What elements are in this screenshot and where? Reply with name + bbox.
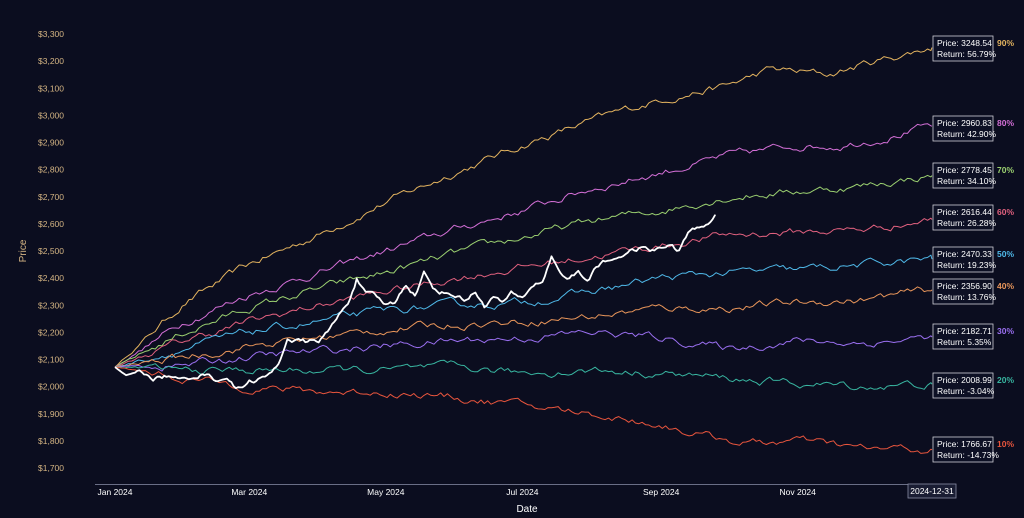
y-tick-label: $2,500 (38, 246, 64, 256)
x-tick-label: Jul 2024 (506, 487, 538, 497)
y-tick-label: $2,900 (38, 138, 64, 148)
x-axis-title: Date (516, 504, 538, 515)
percentile-label: 60% (997, 207, 1014, 217)
percentile-line-70 (114, 174, 933, 368)
annotation-price: Price: 2356.90 (937, 281, 992, 291)
annotation-price: Price: 2616.44 (937, 207, 992, 217)
y-axis-title: Price (18, 239, 29, 262)
annotation-box (932, 372, 994, 399)
y-tick-label: $1,700 (38, 463, 64, 473)
y-tick-label: $3,000 (38, 110, 64, 120)
y-tick-label: $1,800 (38, 436, 64, 446)
annotation-return: Return: 26.28% (937, 218, 997, 228)
annotation-box (932, 246, 994, 273)
x-tick-label: Mar 2024 (231, 487, 267, 497)
y-tick-label: $2,200 (38, 327, 64, 337)
percentile-line-20 (115, 359, 933, 391)
annotation-return: Return: 19.23% (937, 260, 997, 270)
y-tick-label: $2,400 (38, 273, 64, 283)
y-tick-label: $2,000 (38, 382, 64, 392)
annotation-price: Price: 3248.54 (937, 38, 992, 48)
annotation-price: Price: 2470.33 (937, 249, 992, 259)
annotation-box (932, 162, 994, 189)
x-tick-label: Nov 2024 (780, 487, 817, 497)
annotation-price: Price: 1766.67 (937, 439, 992, 449)
annotation-return: Return: 34.10% (937, 176, 997, 186)
percentile-label: 80% (997, 118, 1014, 128)
percentile-line-10 (114, 366, 933, 454)
x-tick-label: Jan 2024 (98, 487, 133, 497)
annotation-price: Price: 2778.45 (937, 165, 992, 175)
annotation-box (932, 323, 994, 350)
percentile-label: 30% (997, 326, 1014, 336)
percentile-label: 10% (997, 439, 1014, 449)
percentile-line-90 (114, 47, 933, 368)
percentile-line-50 (114, 254, 933, 368)
annotation-price: Price: 2960.83 (937, 118, 992, 128)
y-tick-label: $2,300 (38, 300, 64, 310)
annotation-return: Return: 5.35% (937, 337, 992, 347)
annotation-return: Return: 13.76% (937, 292, 997, 302)
y-tick-label: $2,700 (38, 192, 64, 202)
percentile-label: 50% (997, 249, 1014, 259)
percentile-label: 90% (997, 38, 1014, 48)
annotation-box (932, 278, 994, 305)
annotation-box (932, 35, 994, 62)
annotation-return: Return: 42.90% (937, 129, 997, 139)
y-tick-label: $2,100 (38, 355, 64, 365)
x-axis: Jan 2024 Mar 2024 May 2024 Jul 2024 Sep 2024… (95, 483, 957, 499)
end-date-box (907, 483, 957, 499)
annotation-box (932, 204, 994, 231)
percentile-series (114, 47, 933, 454)
annotation-price: Price: 2182.71 (937, 326, 992, 336)
percentile-line-30 (115, 329, 933, 372)
x-tick-label: May 2024 (367, 487, 405, 497)
annotation-return: Return: 56.79% (937, 49, 997, 59)
y-tick-label: $3,200 (38, 56, 64, 66)
actual-price-line (114, 214, 716, 390)
y-tick-label: $2,800 (38, 165, 64, 175)
annotation-return: Return: -3.04% (937, 386, 995, 396)
y-tick-label: $3,100 (38, 83, 64, 93)
y-tick-label: $2,600 (38, 219, 64, 229)
percentile-line-60 (114, 217, 933, 368)
annotation-price: Price: 2008.99 (937, 375, 992, 385)
percentile-line-80 (114, 123, 933, 368)
end-date-label: 2024-12-31 (910, 486, 954, 496)
percentile-line-40 (114, 286, 933, 368)
annotation-box (932, 115, 994, 142)
y-tick-label: $1,900 (38, 409, 64, 419)
actual-price-series (114, 214, 716, 390)
y-axis: $1,700 $1,800 $1,900 $2,000 $2,100 $2,200 $2,3… (38, 29, 64, 473)
percentile-label: 40% (997, 281, 1014, 291)
percentile-label: 20% (997, 375, 1014, 385)
x-tick-label: Sep 2024 (643, 487, 680, 497)
percentile-label: 70% (997, 165, 1014, 175)
y-tick-label: $3,300 (38, 29, 64, 39)
annotation-return: Return: -14.73% (937, 450, 999, 460)
annotation-box (932, 436, 994, 463)
